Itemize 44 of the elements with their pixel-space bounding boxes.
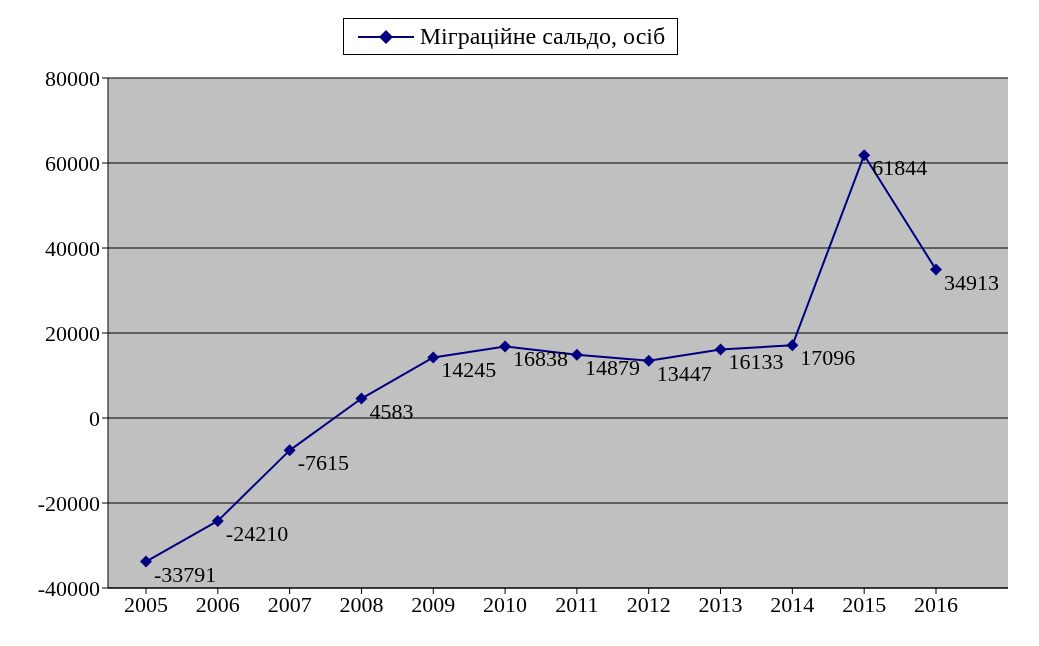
point [714,343,727,356]
point [140,555,152,568]
data-label: 16133 [728,349,784,375]
point [211,514,224,527]
x-tick-label: 2012 [626,591,671,617]
data-label: 14879 [584,354,640,380]
x-tick-label: 2007 [267,591,312,617]
x-tick-label: 2010 [483,591,528,617]
data-label: 16838 [513,346,569,372]
data-label: -7615 [297,450,349,476]
point [355,392,368,405]
x-tick-label: 2011 [555,591,599,617]
data-label: 34913 [944,269,999,295]
x-tick-label: 2014 [770,591,815,617]
point [858,149,871,162]
data-label: 14245 [441,357,497,383]
x-tick-label: 2009 [411,591,456,617]
legend-label: Міграційне сальдо, осіб [419,23,666,50]
x-tick-label: 2016 [914,591,958,617]
point [427,351,440,364]
data-label: 17096 [800,345,856,371]
point [642,354,655,367]
point [283,444,296,457]
point [570,348,583,361]
x-tick-label: 2005 [124,591,168,617]
y-tick-label: 40000 [45,235,100,261]
x-tick-label: 2006 [195,591,240,617]
x-tick-label: 2008 [339,591,384,617]
y-tick-label: 80000 [45,65,100,91]
data-label: -33791 [154,561,217,587]
data-label: -24210 [225,520,289,546]
y-tick-label: 0 [89,405,100,431]
point [499,340,512,353]
point [786,339,799,352]
y-tick-label: 20000 [45,320,100,346]
data-label: 13447 [656,360,712,386]
data-label: 4583 [369,398,414,424]
x-tick-label: 2013 [698,591,743,617]
y-tick-label: 60000 [45,150,100,176]
x-tick-label: 2015 [842,591,887,617]
point [930,263,942,276]
y-tick-label: -40000 [37,575,100,601]
y-tick-label: -20000 [37,490,100,516]
data-label: 61844 [872,155,928,181]
